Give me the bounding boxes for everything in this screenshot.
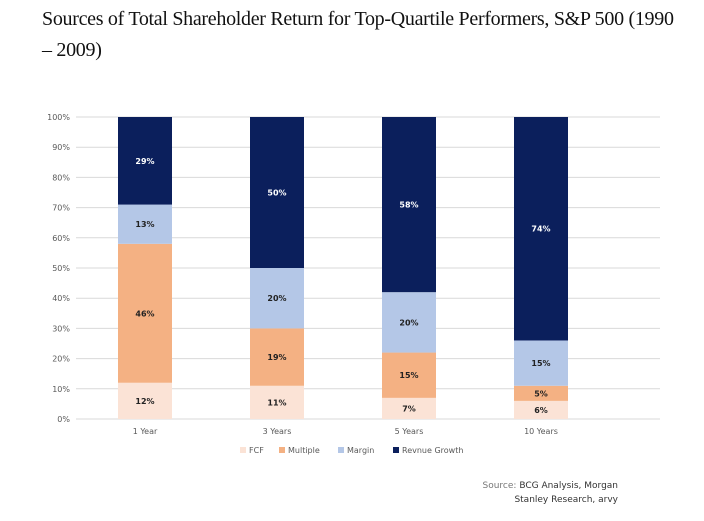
data-label: 6% xyxy=(534,406,548,415)
source-line1: BCG Analysis, Morgan xyxy=(519,481,618,491)
data-label: 12% xyxy=(135,397,154,406)
legend-swatch xyxy=(279,447,285,453)
data-label: 13% xyxy=(135,220,154,229)
source-note: Source: BCG Analysis, Morgan Stanley Res… xyxy=(482,479,618,507)
x-tick-label: 3 Years xyxy=(263,427,292,436)
legend-swatch xyxy=(240,447,246,453)
data-label: 7% xyxy=(402,404,416,413)
data-label: 19% xyxy=(267,353,286,362)
y-tick-label: 40% xyxy=(52,294,70,303)
y-tick-label: 10% xyxy=(52,385,70,394)
data-label: 15% xyxy=(531,359,550,368)
data-label: 46% xyxy=(135,309,154,318)
y-tick-label: 80% xyxy=(52,173,70,182)
bar-segment-margin xyxy=(250,268,304,329)
data-label: 5% xyxy=(534,389,548,398)
y-tick-label: 20% xyxy=(52,355,70,364)
x-tick-label: 10 Years xyxy=(524,427,558,436)
legend-label: Margin xyxy=(347,446,374,455)
bar-segment-revnue-growth xyxy=(514,117,568,341)
y-tick-label: 50% xyxy=(52,264,70,273)
legend-swatch xyxy=(338,447,344,453)
legend-label: Multiple xyxy=(288,446,320,455)
data-label: 20% xyxy=(399,318,418,327)
y-tick-label: 30% xyxy=(52,324,70,333)
bar-segment-revnue-growth xyxy=(382,117,436,293)
bar-segment-fcf xyxy=(382,397,436,419)
data-label: 29% xyxy=(135,157,154,166)
data-label: 11% xyxy=(267,398,286,407)
data-label: 58% xyxy=(399,201,418,210)
x-tick-label: 1 Year xyxy=(133,427,158,436)
bar-segment-revnue-growth xyxy=(118,117,172,205)
bar-segment-margin xyxy=(382,292,436,353)
y-tick-label: 70% xyxy=(52,204,70,213)
source-label: Source: xyxy=(482,481,517,491)
y-tick-label: 100% xyxy=(47,113,70,122)
data-label: 15% xyxy=(399,371,418,380)
legend-label: FCF xyxy=(249,446,264,455)
bar-segment-multiple xyxy=(250,328,304,386)
bar-segment-fcf xyxy=(118,382,172,419)
bar-segment-margin xyxy=(514,340,568,386)
bar-segment-fcf xyxy=(514,400,568,419)
legend-swatch xyxy=(393,447,399,453)
bar-segment-fcf xyxy=(250,385,304,419)
bar-segment-multiple xyxy=(118,243,172,383)
source-line2: Stanley Research, arvy xyxy=(514,495,618,505)
bar-segment-margin xyxy=(118,204,172,244)
x-tick-label: 5 Years xyxy=(395,427,424,436)
data-label: 74% xyxy=(531,225,550,234)
chart-title: Sources of Total Shareholder Return for … xyxy=(42,8,674,61)
bar-segment-multiple xyxy=(382,352,436,398)
data-label: 50% xyxy=(267,189,286,198)
y-tick-label: 0% xyxy=(57,415,70,424)
legend-label: Revnue Growth xyxy=(402,446,463,455)
y-tick-label: 90% xyxy=(52,143,70,152)
bar-segment-revnue-growth xyxy=(250,117,304,268)
bar-segment-multiple xyxy=(514,385,568,401)
data-label: 20% xyxy=(267,294,286,303)
y-tick-label: 60% xyxy=(52,234,70,243)
